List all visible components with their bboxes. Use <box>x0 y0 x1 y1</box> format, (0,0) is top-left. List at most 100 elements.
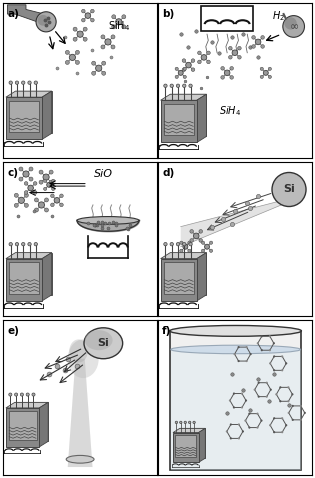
Ellipse shape <box>272 173 306 206</box>
Circle shape <box>292 405 294 407</box>
Circle shape <box>101 45 105 49</box>
Circle shape <box>260 75 263 78</box>
Circle shape <box>44 198 49 202</box>
Circle shape <box>273 417 275 419</box>
Circle shape <box>14 203 18 207</box>
Circle shape <box>254 389 256 391</box>
Circle shape <box>221 76 224 79</box>
Circle shape <box>34 242 37 246</box>
Polygon shape <box>6 252 52 259</box>
Circle shape <box>238 46 241 50</box>
Ellipse shape <box>85 330 112 350</box>
Circle shape <box>83 37 87 41</box>
Circle shape <box>39 170 43 174</box>
Circle shape <box>273 355 275 358</box>
Bar <box>173 433 198 462</box>
Circle shape <box>291 393 294 395</box>
Circle shape <box>183 84 186 87</box>
Text: Si: Si <box>283 185 295 195</box>
Polygon shape <box>15 402 48 441</box>
Circle shape <box>273 342 275 344</box>
Circle shape <box>92 71 96 75</box>
Bar <box>6 259 42 301</box>
Circle shape <box>233 392 235 395</box>
Polygon shape <box>42 252 52 301</box>
Bar <box>9 262 39 293</box>
Polygon shape <box>197 252 206 301</box>
Circle shape <box>29 177 33 181</box>
Text: $\infty$: $\infty$ <box>289 22 299 32</box>
Circle shape <box>18 197 25 204</box>
Circle shape <box>224 70 230 76</box>
Circle shape <box>198 51 201 54</box>
Bar <box>164 104 194 135</box>
Circle shape <box>69 54 76 61</box>
Circle shape <box>256 426 259 429</box>
Circle shape <box>24 191 28 194</box>
Ellipse shape <box>171 345 301 354</box>
Circle shape <box>176 84 180 87</box>
Circle shape <box>44 208 49 212</box>
Circle shape <box>238 346 240 348</box>
Circle shape <box>258 381 260 384</box>
Circle shape <box>43 174 49 180</box>
Circle shape <box>92 61 96 65</box>
Circle shape <box>189 242 192 246</box>
Circle shape <box>252 35 255 39</box>
Polygon shape <box>39 402 48 447</box>
Circle shape <box>188 421 191 424</box>
Ellipse shape <box>66 456 94 463</box>
Circle shape <box>77 31 83 37</box>
Circle shape <box>175 75 178 78</box>
Bar <box>161 100 197 142</box>
Circle shape <box>82 18 85 22</box>
Ellipse shape <box>84 328 123 358</box>
Circle shape <box>266 396 268 398</box>
Circle shape <box>191 68 195 72</box>
Circle shape <box>116 19 122 25</box>
Circle shape <box>257 342 259 344</box>
Circle shape <box>175 421 178 424</box>
Circle shape <box>73 37 77 41</box>
Circle shape <box>75 60 79 65</box>
Circle shape <box>170 242 174 246</box>
Circle shape <box>49 180 53 184</box>
Circle shape <box>193 421 195 424</box>
Circle shape <box>288 412 290 414</box>
Polygon shape <box>68 358 93 467</box>
Circle shape <box>241 406 243 409</box>
Polygon shape <box>6 91 52 97</box>
Circle shape <box>292 419 294 421</box>
Circle shape <box>26 393 29 396</box>
Circle shape <box>24 193 28 197</box>
Polygon shape <box>198 428 205 462</box>
Circle shape <box>287 386 289 389</box>
Circle shape <box>269 349 271 351</box>
Circle shape <box>188 241 191 244</box>
Circle shape <box>261 420 263 422</box>
Circle shape <box>34 198 38 202</box>
Circle shape <box>207 60 210 64</box>
Circle shape <box>199 239 203 242</box>
Bar <box>201 6 254 31</box>
Circle shape <box>269 424 271 426</box>
Circle shape <box>9 393 12 396</box>
Text: b): b) <box>162 10 175 20</box>
Circle shape <box>186 62 191 68</box>
Circle shape <box>248 413 250 415</box>
Circle shape <box>34 208 38 212</box>
Polygon shape <box>173 428 205 433</box>
Circle shape <box>275 393 278 395</box>
Circle shape <box>191 59 195 63</box>
Circle shape <box>111 35 115 39</box>
Polygon shape <box>68 358 93 467</box>
Circle shape <box>261 44 264 48</box>
Text: e): e) <box>8 326 19 336</box>
Circle shape <box>9 81 12 84</box>
Circle shape <box>111 45 115 49</box>
Circle shape <box>33 182 37 185</box>
Polygon shape <box>15 252 52 295</box>
Circle shape <box>29 167 33 171</box>
Circle shape <box>122 25 126 29</box>
Bar <box>170 331 301 470</box>
